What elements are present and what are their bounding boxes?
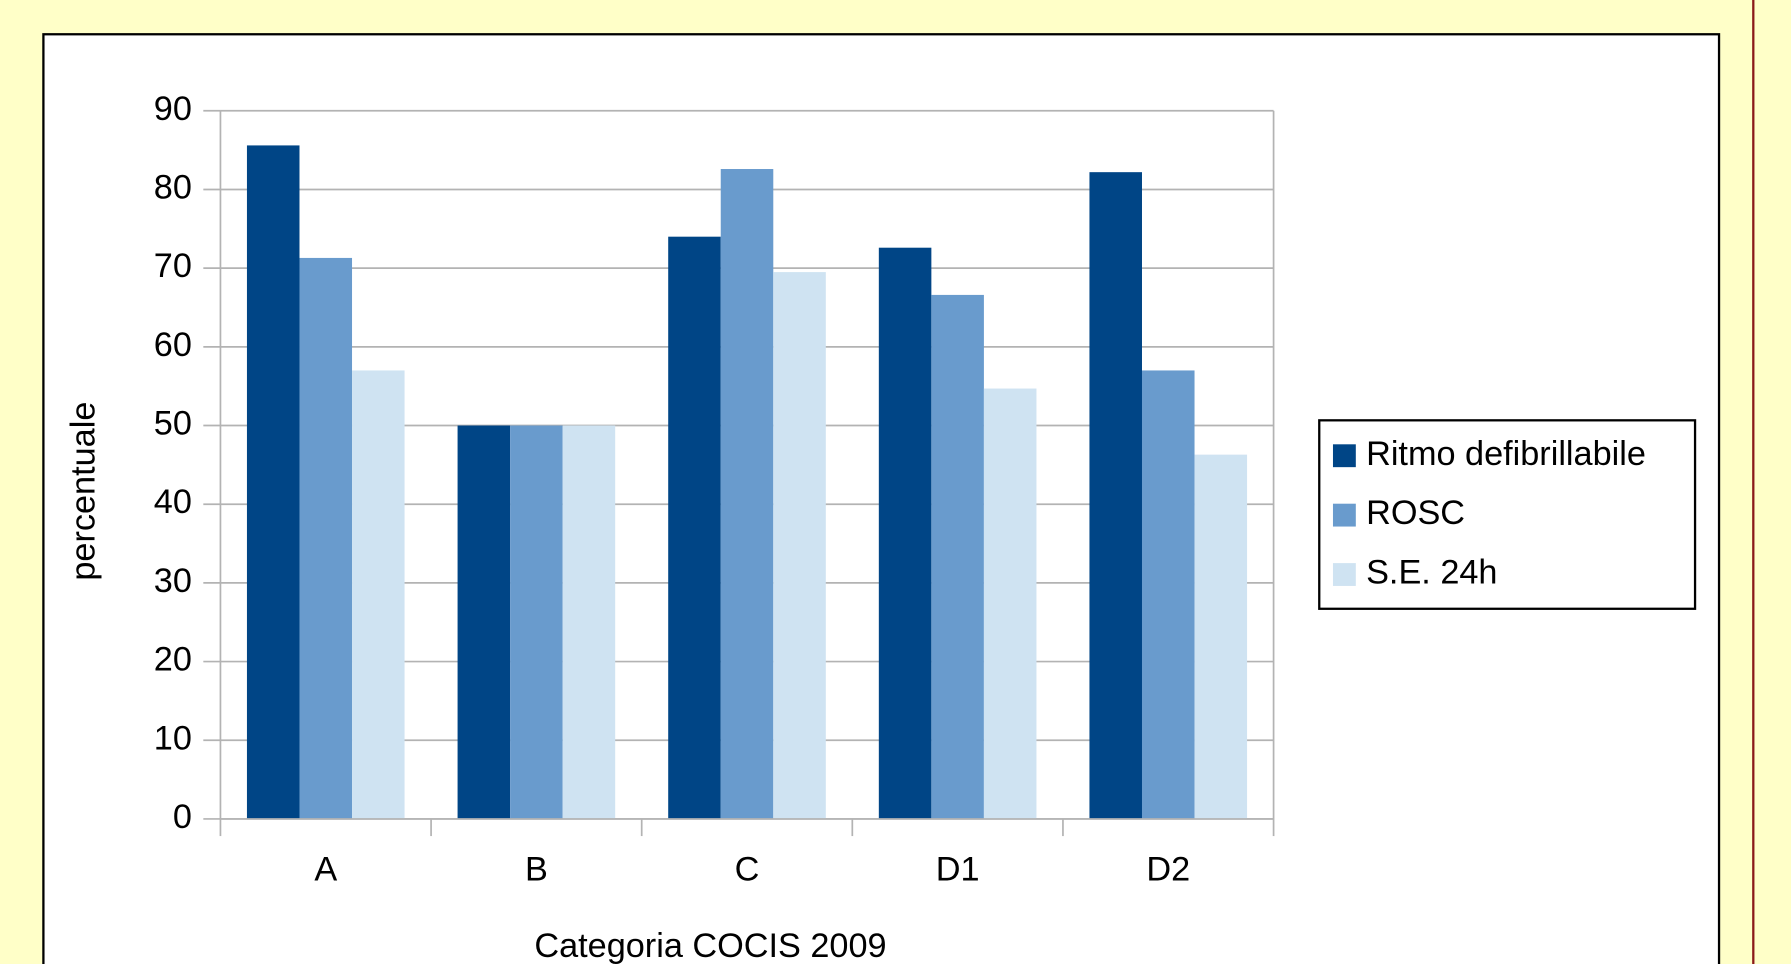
bar: [246, 145, 300, 819]
bar: [352, 370, 405, 819]
y-tick-label: 60: [154, 326, 192, 364]
bar: [1089, 172, 1142, 819]
legend-swatch: [1332, 503, 1356, 527]
x-tick-label: C: [735, 851, 760, 889]
x-tick-label: D2: [1146, 851, 1190, 889]
bar: [773, 272, 826, 819]
y-tick-label: 20: [154, 641, 192, 679]
bar: [931, 294, 984, 819]
bar: [983, 388, 1037, 819]
bar: [510, 425, 563, 819]
x-tick-label: B: [525, 851, 548, 889]
legend-box: [1318, 419, 1697, 610]
y-tick-label: 50: [154, 405, 192, 443]
y-tick-label: 70: [154, 247, 192, 285]
bar: [878, 247, 932, 819]
x-tick-label: D1: [936, 851, 980, 889]
bar: [457, 425, 511, 819]
legend-label: ROSC: [1366, 494, 1465, 532]
x-tick-label: A: [314, 851, 337, 889]
y-tick-label: 80: [154, 169, 192, 207]
y-tick-label: 0: [173, 798, 192, 836]
legend-swatch: [1332, 444, 1356, 468]
y-tick-label: 30: [154, 562, 192, 600]
x-axis-title: Categoria COCIS 2009: [534, 927, 886, 964]
bar: [1194, 454, 1248, 819]
bar: [562, 425, 616, 819]
y-tick-label: 40: [154, 483, 192, 521]
y-tick-label: 10: [154, 719, 192, 757]
y-tick-label: 90: [154, 90, 192, 128]
bar: [1141, 370, 1195, 819]
bar: [668, 236, 721, 819]
legend-label: S.E. 24h: [1366, 554, 1497, 592]
legend-swatch: [1332, 563, 1356, 586]
legend-label: Ritmo defibrillabile: [1366, 435, 1646, 473]
y-axis-title: percentuale: [65, 402, 103, 581]
bar: [720, 169, 774, 819]
bar: [299, 257, 353, 819]
